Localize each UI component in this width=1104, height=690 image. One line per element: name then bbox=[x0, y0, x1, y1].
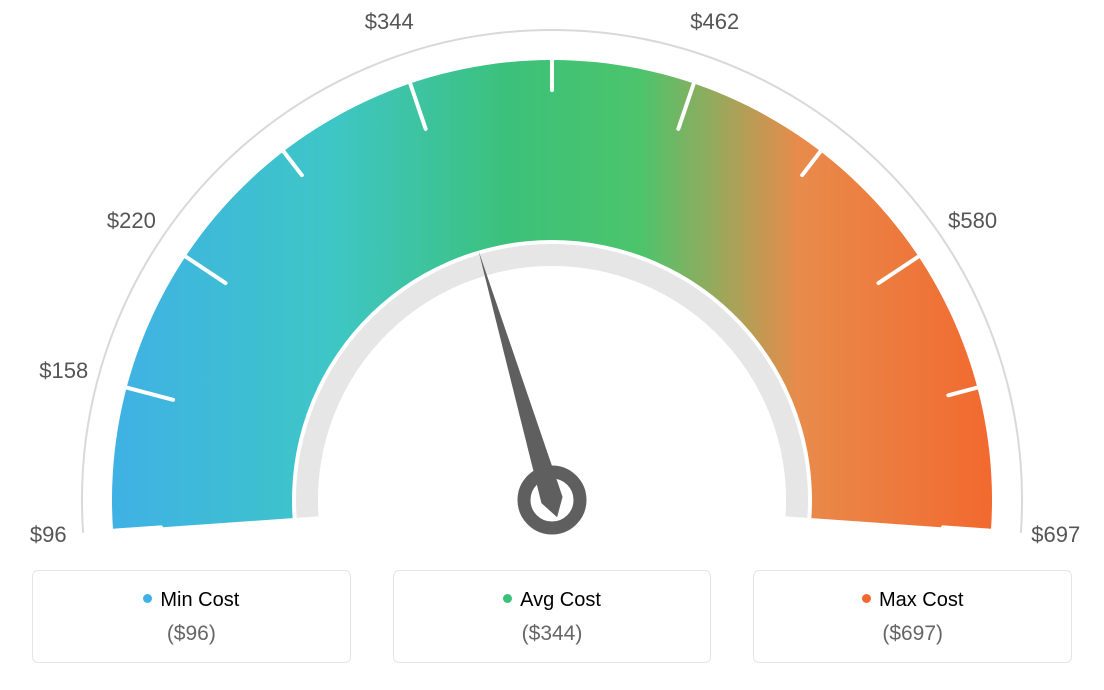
legend-card-max: Max Cost ($697) bbox=[753, 570, 1072, 663]
gauge-tick-label: $697 bbox=[1031, 522, 1080, 548]
legend-avg-title: Avg Cost bbox=[404, 589, 701, 612]
legend-avg-value: ($344) bbox=[404, 622, 701, 646]
legend-card-min: Min Cost ($96) bbox=[32, 570, 351, 663]
gauge-tick-label: $580 bbox=[948, 208, 997, 234]
legend-card-avg: Avg Cost ($344) bbox=[393, 570, 712, 663]
legend-dot-icon bbox=[503, 594, 512, 603]
legend-min-title: Min Cost bbox=[43, 589, 340, 612]
cost-gauge: $96 $158 $220 $344 $462 $580 $697 bbox=[0, 0, 1104, 550]
gauge-tick-label: $96 bbox=[30, 522, 67, 548]
legend-max-value: ($697) bbox=[764, 622, 1061, 646]
legend-max-label: Max Cost bbox=[879, 589, 963, 611]
legend-max-title: Max Cost bbox=[764, 589, 1061, 612]
legend-min-value: ($96) bbox=[43, 622, 340, 646]
gauge-svg bbox=[0, 0, 1104, 560]
gauge-tick-label: $344 bbox=[365, 9, 414, 35]
gauge-tick-label: $462 bbox=[690, 9, 739, 35]
legend-row: Min Cost ($96) Avg Cost ($344) Max Cost … bbox=[0, 570, 1104, 663]
legend-avg-label: Avg Cost bbox=[520, 589, 601, 611]
gauge-tick-label: $158 bbox=[39, 358, 88, 384]
gauge-tick-label: $220 bbox=[107, 208, 156, 234]
legend-dot-icon bbox=[143, 594, 152, 603]
legend-min-label: Min Cost bbox=[160, 589, 239, 611]
legend-dot-icon bbox=[862, 594, 871, 603]
